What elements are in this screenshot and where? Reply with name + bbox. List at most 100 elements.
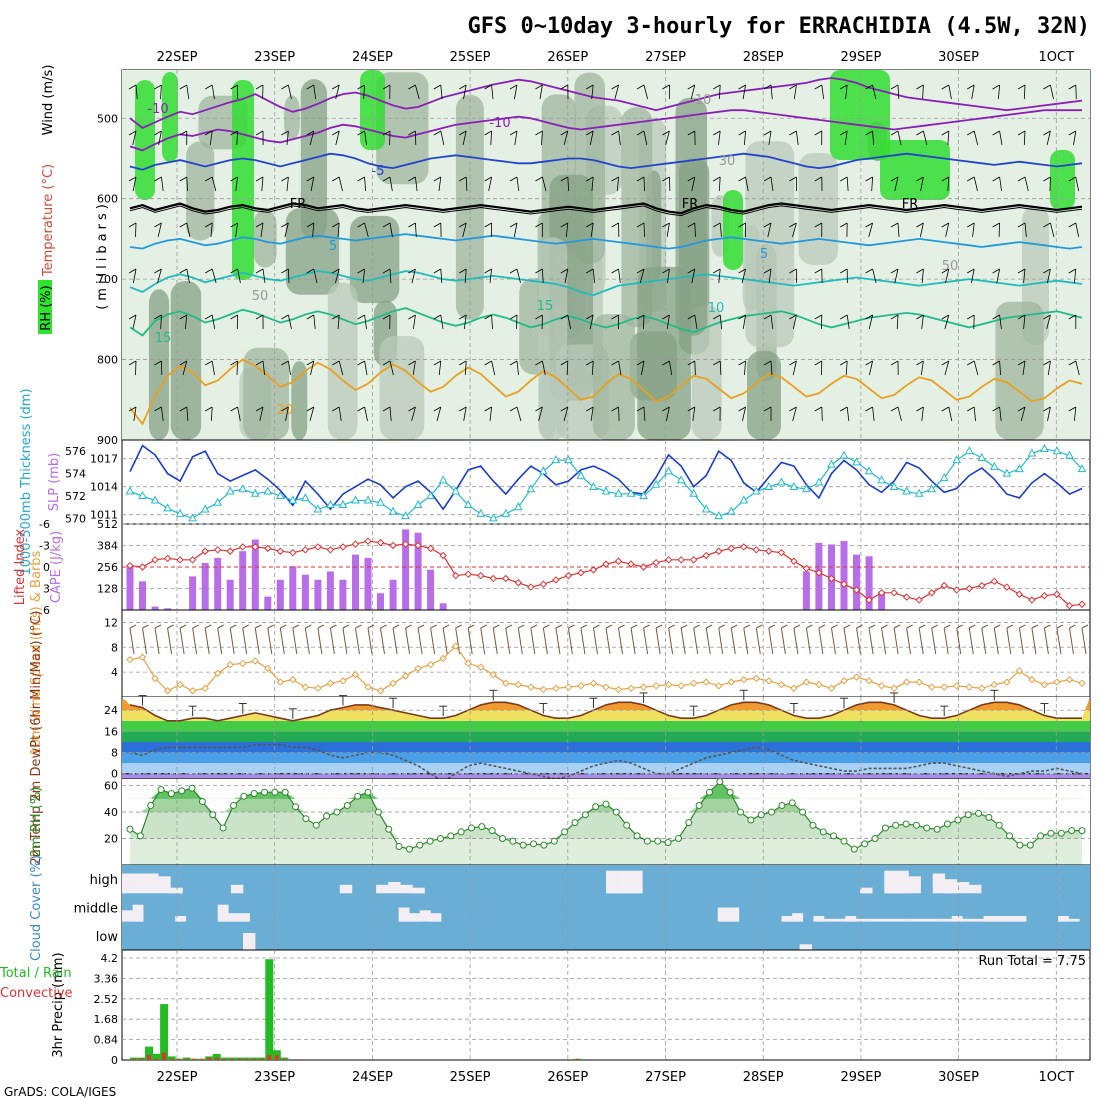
wind-speed-marker — [1003, 678, 1011, 686]
cape-bar — [802, 571, 810, 610]
wind-barb-flag — [408, 314, 416, 320]
wind-barb-flag — [636, 268, 645, 274]
rh2m-marker — [436, 835, 444, 843]
wind-barb-flag — [789, 84, 797, 90]
wind-barb — [821, 406, 823, 422]
wind-barb — [158, 130, 162, 146]
surface-wind-barb-flag — [580, 624, 588, 629]
surface-wind-barb — [1056, 627, 1062, 655]
thickness-marker — [1077, 464, 1087, 473]
wind-barb-flag — [255, 130, 264, 136]
wind-speed-marker — [226, 660, 234, 669]
wind-barb — [643, 84, 648, 100]
thickness-marker — [676, 475, 686, 484]
wind-barb — [516, 176, 520, 192]
wind-barb-flag — [814, 360, 822, 366]
thickness-tick-label: 572 — [65, 490, 86, 503]
thickness-marker — [751, 486, 761, 495]
wind-speed-marker — [339, 677, 347, 685]
li-marker — [276, 547, 285, 555]
surface-wind-barb-flag — [793, 624, 801, 629]
wind-barb-flag — [408, 130, 416, 136]
rh2m-marker — [188, 784, 196, 792]
thickness-marker — [200, 504, 210, 513]
rh2m-marker — [923, 824, 931, 832]
wind-barb — [718, 130, 721, 146]
wind-barb — [1046, 314, 1051, 330]
wind-speed-marker — [477, 663, 485, 671]
surface-wind-barb-flag — [630, 624, 638, 629]
wind-barb — [947, 130, 950, 146]
wind-barb-flag — [941, 222, 949, 228]
rh-legend-swatch — [38, 280, 52, 334]
wind-barb — [844, 130, 848, 146]
cape-bar — [414, 532, 422, 610]
surface-wind-barb-flag — [655, 624, 663, 629]
surface-wind-barb-flag — [305, 624, 312, 629]
rh-high-blob — [830, 70, 890, 160]
temp-tick-label: 0 — [111, 768, 118, 781]
wind-barb — [310, 176, 315, 192]
thickness-marker — [589, 481, 598, 491]
wind-barb — [389, 176, 393, 192]
wind-barb — [211, 84, 215, 100]
wind-barb-flag — [357, 222, 365, 228]
wind-barb-flag — [357, 360, 365, 366]
isotherm-label: 5 — [329, 239, 337, 254]
wind-barb — [1023, 84, 1026, 100]
wind-barb-flag — [433, 130, 441, 136]
thickness-marker — [939, 473, 949, 482]
surface-wind-barb-flag — [781, 624, 788, 629]
wind-barb — [792, 360, 797, 376]
wind-barb-flag — [408, 222, 416, 228]
wind-speed-marker — [539, 685, 548, 694]
thickness-marker — [175, 508, 185, 517]
surface-wind-barb-flag — [568, 624, 575, 629]
wind-barb-flag — [890, 84, 899, 90]
rh2m-marker — [881, 824, 889, 832]
wind-barb — [259, 406, 264, 422]
wind-barb — [897, 130, 902, 146]
thickness-marker — [977, 452, 987, 461]
wind-barb — [618, 406, 620, 422]
wind-barb-flag — [306, 268, 314, 274]
cape-bar — [239, 551, 247, 610]
wind-barb — [514, 130, 518, 146]
wind-barb-flag — [992, 130, 1000, 136]
cloud-cell-high — [230, 884, 244, 894]
wind-barb-flag — [916, 222, 924, 228]
wind-barb-flag — [382, 130, 391, 136]
wind-barb-flag — [967, 314, 975, 320]
wind-barb — [288, 314, 292, 330]
date-label-bottom: 27SEP — [645, 1070, 686, 1085]
wind-barb-flag — [941, 268, 949, 274]
wind-barb — [666, 222, 670, 238]
wind-speed-marker — [915, 678, 923, 686]
cape-bar — [264, 596, 272, 610]
wind-barb-flag — [967, 222, 975, 228]
rh2m-marker — [447, 832, 455, 840]
surface-wind-barb-flag — [731, 624, 738, 629]
wind-barb — [770, 360, 773, 376]
thickness-marker — [426, 490, 435, 499]
wind-barb — [767, 222, 772, 238]
thickness-marker — [777, 477, 786, 486]
surface-wind-barb — [517, 627, 523, 655]
date-label-top: 28SEP — [743, 50, 784, 65]
isotherm-label: 15 — [155, 331, 172, 346]
precip-convective-bar — [139, 1058, 144, 1060]
wind-barb — [872, 406, 875, 422]
cape-bar — [377, 593, 384, 610]
li-marker — [314, 543, 322, 551]
wind-barb-flag — [1017, 268, 1026, 274]
surface-wind-barb — [342, 627, 348, 655]
cape-tick-label: 512 — [97, 518, 118, 531]
surface-wind-barb — [217, 627, 223, 655]
wind-barb — [440, 84, 443, 100]
wind-barb-flag — [992, 222, 1000, 228]
wind-barb — [999, 314, 1002, 330]
rh2m-marker — [685, 819, 693, 827]
wind-barb-flag — [357, 406, 365, 412]
wind-barb-flag — [408, 84, 416, 90]
temp-band — [122, 773, 1090, 779]
